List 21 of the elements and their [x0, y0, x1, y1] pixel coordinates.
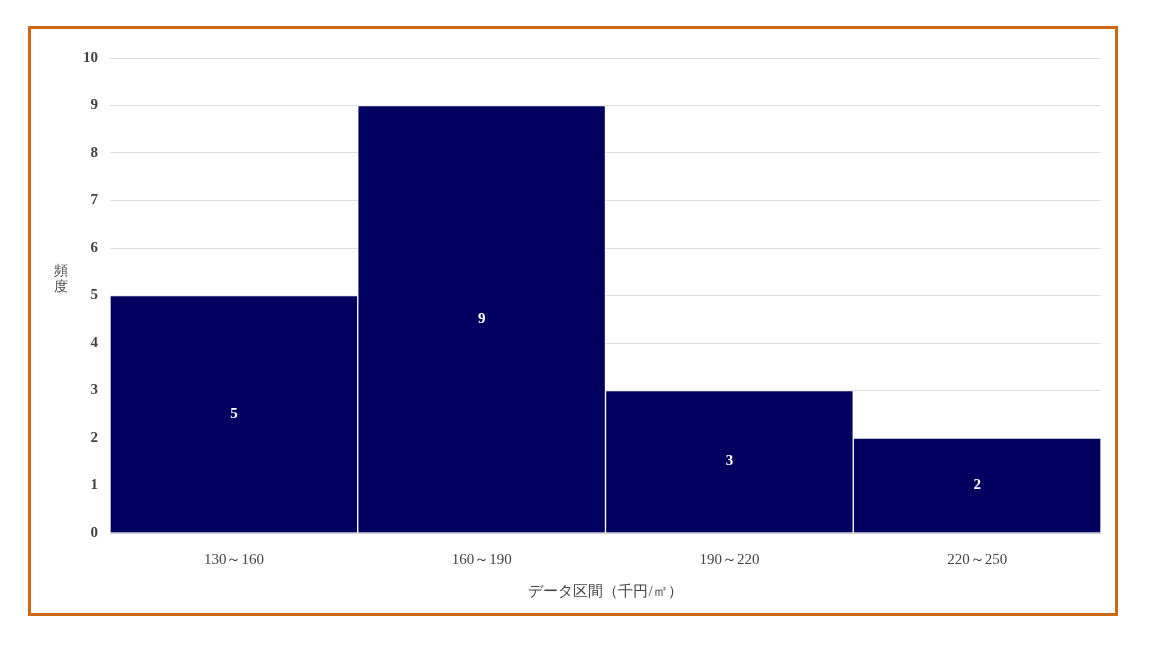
data-label: 9: [477, 309, 486, 326]
data-label: 2: [973, 476, 981, 493]
y-tick-label: 6: [90, 238, 99, 255]
y-axis-title: 頻度: [53, 263, 69, 295]
y-tick-label: 2: [90, 428, 98, 445]
data-label: 3: [725, 452, 734, 469]
y-tick-label: 1: [90, 476, 98, 493]
x-tick-label: 190～220: [699, 550, 760, 567]
x-axis-title: データ区間（千円/㎡）: [528, 582, 683, 599]
y-tick-label: 3: [90, 381, 98, 398]
y-tick-label: 7: [90, 191, 99, 208]
y-tick-label: 8: [90, 143, 98, 160]
y-tick-label: 9: [90, 96, 98, 113]
x-tick-label: 220～250: [947, 550, 1008, 567]
y-tick-label: 5: [90, 286, 98, 303]
x-tick-label: 130～160: [203, 550, 264, 567]
data-label: 5: [230, 404, 238, 421]
y-tick-label: 10: [83, 48, 98, 65]
x-tick-label: 160～190: [451, 550, 512, 567]
y-tick-label: 4: [90, 333, 99, 350]
y-tick-label: 0: [90, 523, 98, 540]
